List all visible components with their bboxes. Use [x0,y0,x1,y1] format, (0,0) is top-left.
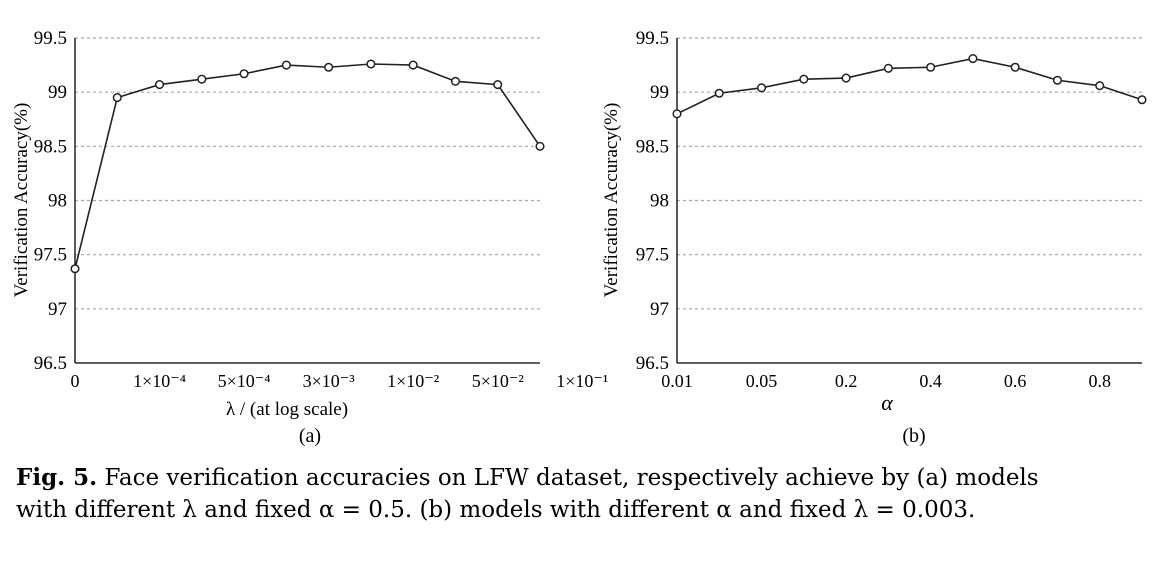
panel-label-b: (b) [902,425,925,447]
x-tick-label-a: 3×10⁻³ [303,371,356,391]
data-point-b [714,88,724,98]
y-tick-label-a: 97.5 [34,245,67,266]
y-tick-label-b: 98 [650,191,669,212]
caption-text-2: with different λ and fixed α = 0.5. (b) … [16,497,976,523]
x-tick-label-b: 0.2 [835,371,858,391]
y-axis-label-a: Verification Accuracy(%) [11,103,32,298]
y-tick-label-b: 96.5 [636,353,669,374]
caption-text-1: Face verification accuracies on LFW data… [104,465,1039,491]
x-tick-label-b: 0.6 [1004,371,1027,391]
data-point-a [324,62,334,72]
data-point-a [197,74,207,84]
caption-line-1: Fig. 5. Face verification accuracies on … [16,462,1166,494]
data-point-b [1095,81,1105,91]
figure-caption: Fig. 5. Face verification accuracies on … [16,462,1166,526]
x-tick-label-b: 0.05 [746,371,778,391]
x-tick-label-b: 0.4 [919,371,942,391]
x-tick-label-b: 0.01 [661,371,693,391]
y-tick-label-a: 97 [48,299,67,320]
y-tick-label-b: 99.5 [636,28,669,49]
data-point-b [968,54,978,64]
y-tick-label-b: 97 [650,299,669,320]
panel-label-a: (a) [299,425,321,447]
y-axis-label-b: Verification Accuracy(%) [601,103,622,298]
x-tick-labels-b: 0.010.050.20.40.60.81 [661,371,1111,391]
y-tick-label-a: 98.5 [34,136,67,157]
data-point-b [672,109,682,119]
y-tick-label-a: 98 [48,191,67,212]
chart-panel-a: 96.5 97 97.5 98 98.5 99 99.5 0 1×10⁻⁴ 5×10⁻⁴ 3×10… [11,28,608,447]
x-tick-label-a: 1×10⁻¹ [556,371,608,391]
data-point-b [1052,75,1063,85]
caption-line-2: with different λ and fixed α = 0.5. (b) … [16,494,1166,526]
x-tick-labels-a: 0 1×10⁻⁴ 5×10⁻⁴ 3×10⁻³ 1×10⁻² 5×10⁻² 1×10⁻¹ [71,371,609,391]
grid-lines-a [75,37,540,310]
data-point-b [799,74,809,84]
x-axis-label-b: α [881,390,893,415]
y-tick-label-b: 97.5 [636,245,669,266]
series-b [672,54,1147,119]
caption-label: Fig. 5. [16,464,98,491]
axes-a [74,38,540,364]
x-tick-label-a: 1×10⁻⁴ [133,371,186,391]
y-tick-label-a: 99.5 [34,28,67,49]
data-point-b [926,62,936,72]
axes-b [676,38,1142,364]
data-point-a [281,60,291,70]
data-point-b [883,63,893,73]
data-point-a [450,76,461,86]
data-point-a [154,80,165,90]
data-point-a [112,93,122,103]
data-point-b [1010,62,1020,72]
data-point-a [239,69,249,79]
grid-lines-b [677,37,1142,310]
data-point-b [841,73,851,83]
y-tick-label-b: 99 [650,82,669,103]
y-tick-label-a: 99 [48,82,67,103]
y-tick-labels-a: 96.5 97 97.5 98 98.5 99 99.5 [34,28,67,374]
series-line-b [676,57,1143,115]
series-line-a [74,63,541,269]
x-tick-label-a: 0 [71,371,80,391]
series-a [70,59,545,274]
x-tick-label-b: 0.8 [1088,371,1111,391]
x-axis-label-a: λ / (at log scale) [226,399,348,420]
x-tick-label-a: 5×10⁻⁴ [218,371,271,391]
data-point-b [756,83,767,93]
data-point-a [493,80,503,90]
y-tick-label-b: 98.5 [636,136,669,157]
data-point-a [366,59,376,69]
data-point-a [408,60,418,70]
data-point-a [70,264,80,274]
chart-panel-b: 96.5 97 97.5 98 98.5 99 99.5 0.01 0.05 0.2 0.4 0.6… [601,28,1147,447]
y-tick-labels-b: 96.5 97 97.5 98 98.5 99 99.5 [636,28,669,374]
x-tick-label-a: 5×10⁻² [472,371,524,391]
data-point-a [535,141,545,151]
x-tick-label-a: 1×10⁻² [387,371,439,391]
y-tick-label-a: 96.5 [34,353,67,374]
data-point-b [1137,95,1147,105]
